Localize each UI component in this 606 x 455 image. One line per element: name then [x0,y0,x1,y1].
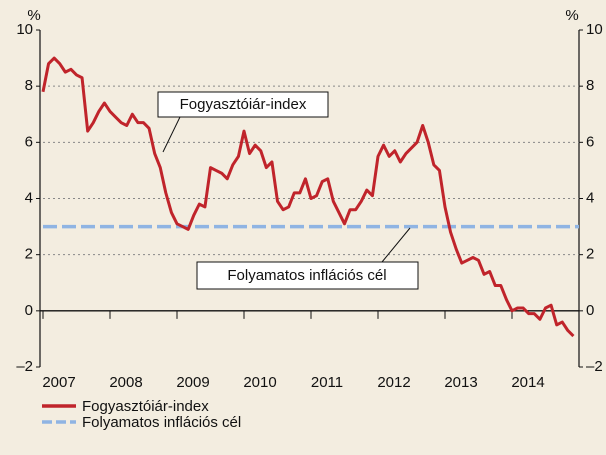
x-tick-label: 2012 [377,374,410,391]
y-tick-label: 8 [25,77,33,94]
legend-label: Folyamatos inflációs cél [82,414,241,431]
y-tick-label: 6 [25,133,33,150]
annotation: Fogyasztóiár-index [180,96,307,113]
x-tick-label: 2009 [176,374,209,391]
y2-tick-label: 6 [586,133,594,150]
annotation-pointer [162,116,181,153]
y2-tick-label: 10 [586,21,603,38]
annotation-box [196,261,419,290]
x-tick-label: 2013 [444,374,477,391]
x-tick-label: 2014 [511,374,544,391]
y2-tick-label: –2 [586,358,603,375]
y-tick-label: 2 [25,246,33,263]
line-series [41,56,575,338]
x-tick-label: 2008 [109,374,142,391]
x-tick-label: 2011 [311,374,343,391]
y-unit-right: % [565,7,578,24]
y-tick-label: 10 [16,21,33,38]
y2-tick-label: 2 [586,246,594,263]
y2-tick-label: 0 [586,302,594,319]
x-tick-label: 2010 [243,374,276,391]
y-unit-left: % [27,7,40,24]
y-tick-label: 4 [25,189,33,206]
y-tick-label: 0 [25,302,33,319]
annotation: Folyamatos inflációs cél [227,267,386,284]
y-tick-label: –2 [16,358,33,375]
legend-label: Fogyasztóiár-index [82,398,209,415]
x-tick-label: 2007 [42,374,75,391]
y2-tick-label: 8 [586,77,594,94]
y2-tick-label: 4 [586,189,594,206]
annotation-pointer [381,227,411,263]
annotation-box [157,91,329,118]
